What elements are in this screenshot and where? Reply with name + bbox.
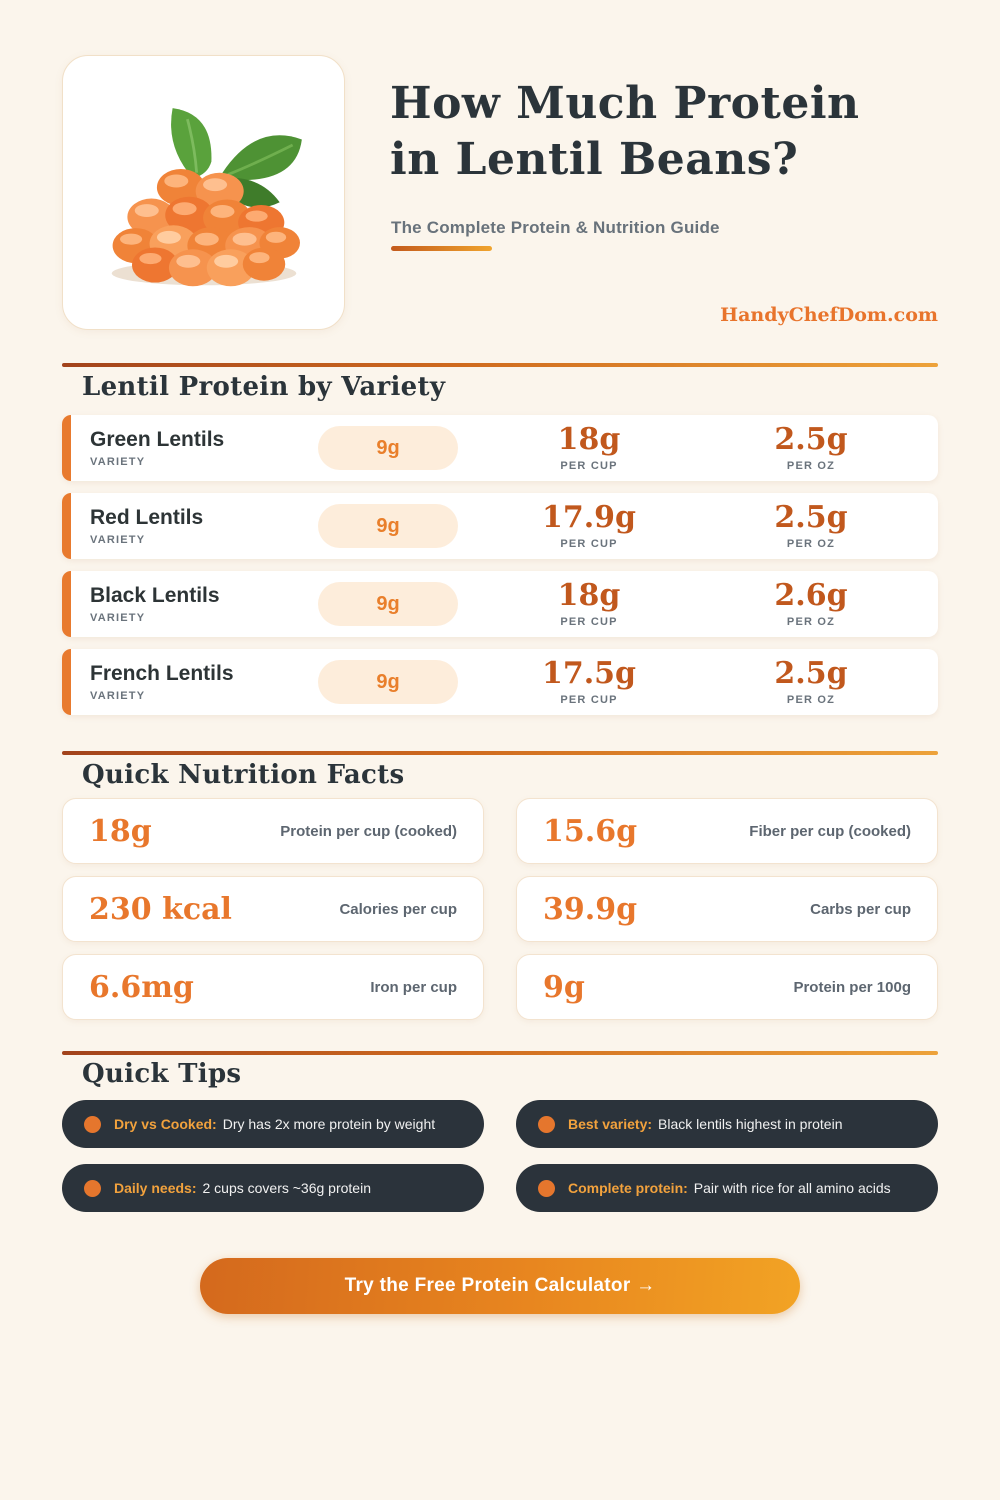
- lentil-image-card: [62, 55, 345, 330]
- protein-badge: 9g: [318, 504, 458, 548]
- tip-pill: Daily needs: 2 cups covers ~36g protein: [62, 1164, 484, 1212]
- per-cup-value: 17.9g: [541, 500, 637, 535]
- variety-name-block: French Lentils VARIETY: [90, 662, 282, 702]
- variety-row: Red Lentils VARIETY 9g 17.9g PER CUP 2.5…: [62, 493, 938, 559]
- fact-label: Protein per cup (cooked): [280, 822, 457, 840]
- tip-text: Black lentils highest in protein: [658, 1116, 843, 1132]
- section-divider: [62, 363, 938, 367]
- lentil-illustration: [111, 107, 302, 286]
- variety-name: French Lentils: [90, 662, 234, 685]
- fact-card: 230 kcal Calories per cup: [62, 876, 484, 942]
- row-accent-bar: [62, 571, 71, 637]
- tip-text: Pair with rice for all amino acids: [693, 1180, 891, 1196]
- protein-badge: 9g: [318, 660, 458, 704]
- variety-name-block: Red Lentils VARIETY: [90, 506, 282, 546]
- tip-pill: Dry vs Cooked: Dry has 2x more protein b…: [62, 1100, 484, 1148]
- fact-card: 18g Protein per cup (cooked): [62, 798, 484, 864]
- section-divider: [62, 751, 938, 755]
- fact-value: 6.6mg: [89, 969, 194, 1005]
- tip-text: 2 cups covers ~36g protein: [202, 1180, 371, 1196]
- tip-pill: Complete protein: Pair with rice for all…: [516, 1164, 938, 1212]
- fact-label: Fiber per cup (cooked): [749, 822, 911, 840]
- tip-label: Dry vs Cooked:: [114, 1116, 217, 1132]
- fact-label: Protein per 100g: [793, 978, 911, 996]
- page-title: How Much Protein in Lentil Beans?: [390, 76, 860, 188]
- variety-name-block: Black Lentils VARIETY: [90, 584, 282, 624]
- bullet-dot-icon: [84, 1115, 101, 1133]
- variety-row: French Lentils VARIETY 9g 17.5g PER CUP …: [62, 649, 938, 715]
- per-oz-value: 2.6g: [774, 578, 848, 613]
- fact-card: 39.9g Carbs per cup: [516, 876, 938, 942]
- per-oz-value: 2.5g: [774, 500, 848, 535]
- variety-name: Red Lentils: [90, 506, 204, 529]
- tip-label: Complete protein:: [568, 1180, 688, 1196]
- fact-value: 15.6g: [543, 813, 638, 849]
- variety-name-block: Green Lentils VARIETY: [90, 428, 282, 468]
- per-oz-label: PER OZ: [786, 460, 836, 472]
- per-oz-label: PER OZ: [786, 694, 836, 706]
- protein-badge: 9g: [318, 426, 458, 470]
- site-link[interactable]: HandyChefDom.com: [720, 304, 938, 326]
- tip-label: Best variety:: [568, 1116, 653, 1132]
- row-accent-bar: [62, 649, 71, 715]
- tip-label: Daily needs:: [114, 1180, 197, 1196]
- fact-value: 9g: [543, 969, 585, 1005]
- fact-card: 6.6mg Iron per cup: [62, 954, 484, 1020]
- nutrition-section-title: Quick Nutrition Facts: [82, 760, 405, 790]
- per-oz-value: 2.5g: [774, 656, 848, 691]
- per-cup-value: 18g: [557, 578, 621, 613]
- per-cup-label: PER CUP: [560, 616, 618, 628]
- per-oz-value: 2.5g: [774, 422, 848, 457]
- subtitle-underline: [391, 246, 492, 251]
- row-accent-bar: [62, 493, 71, 559]
- variety-row: Green Lentils VARIETY 9g 18g PER CUP 2.5…: [62, 415, 938, 481]
- fact-card: 15.6g Fiber per cup (cooked): [516, 798, 938, 864]
- per-cup-label: PER CUP: [560, 460, 618, 472]
- tip-pill: Best variety: Black lentils highest in p…: [516, 1100, 938, 1148]
- fact-value: 230 kcal: [89, 891, 232, 927]
- fact-value: 39.9g: [543, 891, 638, 927]
- tip-text: Dry has 2x more protein by weight: [222, 1116, 436, 1132]
- bullet-dot-icon: [538, 1179, 555, 1197]
- page-title-line2: in Lentil Beans?: [390, 134, 799, 185]
- leaf-icon: [170, 107, 211, 178]
- fact-card: 9g Protein per 100g: [516, 954, 938, 1020]
- tips-section-title: Quick Tips: [82, 1059, 242, 1089]
- per-cup-value: 18g: [557, 422, 621, 457]
- fact-label: Carbs per cup: [810, 900, 911, 918]
- per-cup-label: PER CUP: [560, 694, 618, 706]
- variety-caption: VARIETY: [90, 534, 146, 546]
- variety-name: Black Lentils: [90, 584, 220, 607]
- per-cup-value: 17.5g: [541, 656, 637, 691]
- bullet-dot-icon: [84, 1179, 101, 1197]
- fact-label: Calories per cup: [339, 900, 457, 918]
- variety-caption: VARIETY: [90, 612, 146, 624]
- lentil-beans: [112, 168, 300, 286]
- bullet-dot-icon: [538, 1115, 555, 1133]
- variety-caption: VARIETY: [90, 456, 146, 468]
- variety-section-title: Lentil Protein by Variety: [82, 372, 446, 402]
- per-cup-label: PER CUP: [560, 538, 618, 550]
- variety-row: Black Lentils VARIETY 9g 18g PER CUP 2.6…: [62, 571, 938, 637]
- page-title-line1: How Much Protein: [390, 78, 860, 129]
- protein-calculator-cta-button[interactable]: Try the Free Protein Calculator →: [200, 1258, 800, 1314]
- per-oz-label: PER OZ: [786, 538, 836, 550]
- row-accent-bar: [62, 415, 71, 481]
- variety-name: Green Lentils: [90, 428, 225, 451]
- section-divider: [62, 1051, 938, 1055]
- protein-badge: 9g: [318, 582, 458, 626]
- variety-caption: VARIETY: [90, 690, 146, 702]
- per-oz-label: PER OZ: [786, 616, 836, 628]
- fact-label: Iron per cup: [370, 978, 457, 996]
- page-subtitle: The Complete Protein & Nutrition Guide: [391, 218, 720, 237]
- fact-value: 18g: [89, 813, 152, 849]
